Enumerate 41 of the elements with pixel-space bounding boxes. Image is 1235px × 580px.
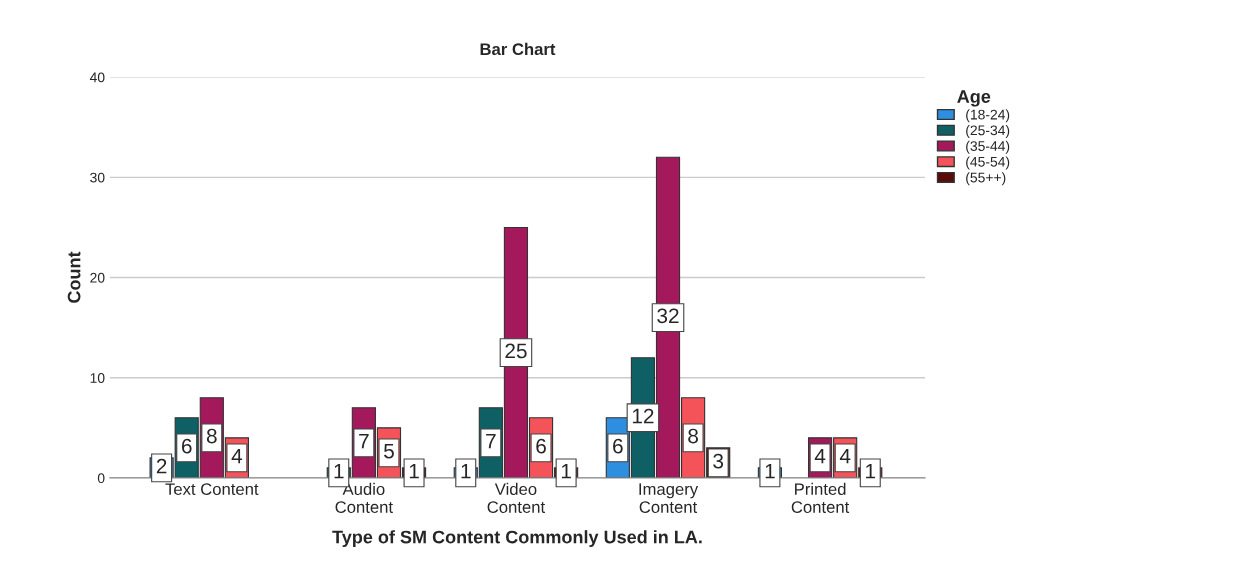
data-label: 1 — [409, 463, 419, 479]
data-label: 1 — [334, 463, 344, 479]
data-label: 1 — [765, 463, 775, 479]
x-axis-title: Type of SM Content Commonly Used in LA. — [332, 530, 702, 547]
data-label: 8 — [688, 428, 698, 444]
legend-label: (18-24) — [966, 109, 1010, 123]
legend-title: Age — [957, 90, 991, 107]
y-axis-title: Count — [67, 251, 81, 303]
data-label: 1 — [561, 463, 571, 479]
data-label: 6 — [181, 438, 192, 454]
x-tick-label: Audio Content — [335, 482, 393, 513]
data-label: 8 — [206, 428, 217, 444]
data-label: 7 — [359, 433, 369, 449]
data-label: 12 — [632, 408, 654, 424]
y-tick-label: 30 — [90, 172, 105, 183]
data-label: 3 — [713, 453, 724, 469]
data-label: 4 — [814, 448, 826, 464]
x-tick-label: Printed Content — [791, 482, 850, 513]
x-tick-label: Text Content — [165, 483, 259, 496]
data-label: 1 — [461, 463, 471, 479]
x-tick-label: Video Content — [487, 482, 546, 513]
data-label: 4 — [839, 448, 851, 464]
y-tick-label: 0 — [97, 473, 105, 484]
data-label: 2 — [156, 458, 167, 474]
y-tick-label: 20 — [90, 272, 105, 283]
legend-label: (45-54) — [966, 156, 1010, 170]
legend-label: (55++) — [966, 172, 1006, 186]
data-label: 25 — [505, 343, 527, 359]
legend-label: (35-44) — [966, 140, 1010, 154]
chart-title: Bar Chart — [480, 42, 556, 56]
data-label: 4 — [231, 448, 243, 464]
y-tick-label: 10 — [90, 373, 105, 383]
legend-label: (25-34) — [966, 125, 1010, 138]
data-label: 32 — [657, 308, 679, 324]
x-tick-label: Imagery Content — [639, 483, 699, 513]
data-label: 6 — [613, 438, 623, 454]
data-label: 7 — [486, 433, 496, 449]
y-tick-label: 40 — [89, 72, 105, 83]
data-label: 1 — [866, 463, 876, 479]
data-label: 6 — [536, 438, 546, 454]
data-label: 5 — [384, 443, 394, 459]
